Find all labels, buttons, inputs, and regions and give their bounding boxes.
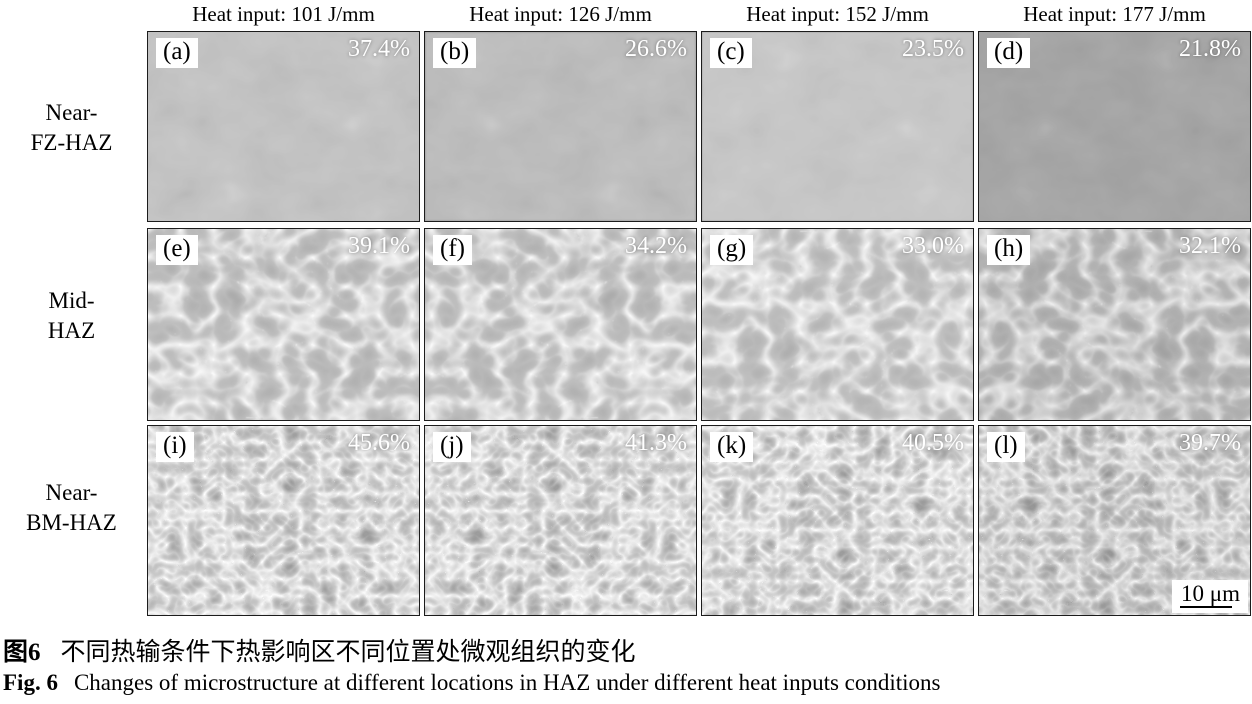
column-header-152: Heat input: 152 J/mm: [746, 2, 929, 26]
row-label-near-bm-haz: Near- BM-HAZ: [0, 478, 143, 538]
area-fraction-label: 32.1%: [1179, 233, 1241, 259]
column-header-101: Heat input: 101 J/mm: [192, 2, 375, 26]
column-header-126: Heat input: 126 J/mm: [469, 2, 652, 26]
panel-letter-badge: (a): [156, 38, 198, 68]
micrograph-panel-g: (g) 33.0%: [701, 228, 974, 421]
micrograph-panel-b: (b) 26.6%: [424, 31, 697, 222]
column-header-177: Heat input: 177 J/mm: [1023, 2, 1206, 26]
panel-letter-badge: (h): [987, 235, 1031, 265]
panel-letter-badge: (d): [987, 38, 1031, 68]
scale-bar-line: [1180, 606, 1233, 608]
row-label-line: Near-: [45, 480, 98, 505]
area-fraction-label: 37.4%: [348, 36, 410, 62]
area-fraction-label: 40.5%: [902, 430, 964, 456]
micrograph-panel-e: (e) 39.1%: [147, 228, 420, 421]
micrograph-panel-l: (l) 39.7% 10 μm: [978, 425, 1251, 616]
area-fraction-label: 34.2%: [625, 233, 687, 259]
panel-letter-badge: (i): [156, 432, 194, 462]
area-fraction-label: 21.8%: [1179, 36, 1241, 62]
caption-english-label: Fig. 6: [3, 670, 58, 695]
micrograph-row-near-fz-haz: (a) 37.4% (b) 26.6% (c) 23.5% (d) 21.8%: [147, 31, 1251, 222]
scale-bar: 10 μm: [1172, 580, 1248, 613]
micrograph-panel-j: (j) 41.3%: [424, 425, 697, 616]
micrograph-panel-a: (a) 37.4%: [147, 31, 420, 222]
panel-letter-badge: (e): [156, 235, 198, 265]
micrograph-panel-k: (k) 40.5%: [701, 425, 974, 616]
micrograph-panel-i: (i) 45.6%: [147, 425, 420, 616]
column-headers: Heat input: 101 J/mm Heat input: 126 J/m…: [147, 2, 1251, 27]
row-label-mid-haz: Mid- HAZ: [0, 286, 143, 346]
panel-letter-badge: (b): [433, 38, 477, 68]
row-label-line: HAZ: [47, 318, 96, 343]
caption-english: Fig. 6 Changes of microstructure at diffe…: [3, 670, 941, 696]
area-fraction-label: 23.5%: [902, 36, 964, 62]
caption-chinese-text: 不同热输条件下热影响区不同位置处微观组织的变化: [60, 639, 636, 666]
row-label-line: FZ-HAZ: [30, 130, 113, 155]
panel-letter-badge: (c): [710, 38, 752, 68]
micrograph-panel-d: (d) 21.8%: [978, 31, 1251, 222]
area-fraction-label: 39.7%: [1179, 430, 1241, 456]
area-fraction-label: 26.6%: [625, 36, 687, 62]
row-label-near-fz-haz: Near- FZ-HAZ: [0, 98, 143, 158]
micrograph-panel-h: (h) 32.1%: [978, 228, 1251, 421]
area-fraction-label: 39.1%: [348, 233, 410, 259]
caption-chinese-label: 图6: [3, 639, 41, 666]
area-fraction-label: 33.0%: [902, 233, 964, 259]
micrograph-row-mid-haz: (e) 39.1% (f) 34.2% (g) 33.0% (h) 32.1%: [147, 228, 1251, 421]
micrograph-panel-f: (f) 34.2%: [424, 228, 697, 421]
row-label-line: BM-HAZ: [26, 510, 117, 535]
panel-letter-badge: (g): [710, 235, 754, 265]
area-fraction-label: 41.3%: [625, 430, 687, 456]
micrograph-panel-c: (c) 23.5%: [701, 31, 974, 222]
panel-letter-badge: (k): [710, 432, 754, 462]
row-label-line: Mid-: [48, 288, 95, 313]
caption-chinese: 图6 不同热输条件下热影响区不同位置处微观组织的变化: [3, 632, 636, 668]
row-label-line: Near-: [45, 100, 98, 125]
caption-english-text: Changes of microstructure at different l…: [73, 670, 941, 695]
panel-letter-badge: (l): [987, 432, 1025, 462]
area-fraction-label: 45.6%: [348, 430, 410, 456]
panel-letter-badge: (f): [433, 235, 472, 265]
panel-letter-badge: (j): [433, 432, 471, 462]
micrograph-row-near-bm-haz: (i) 45.6% (j) 41.3% (k) 40.5% (l) 39.7% …: [147, 425, 1251, 616]
scale-bar-label: 10 μm: [1181, 581, 1240, 606]
